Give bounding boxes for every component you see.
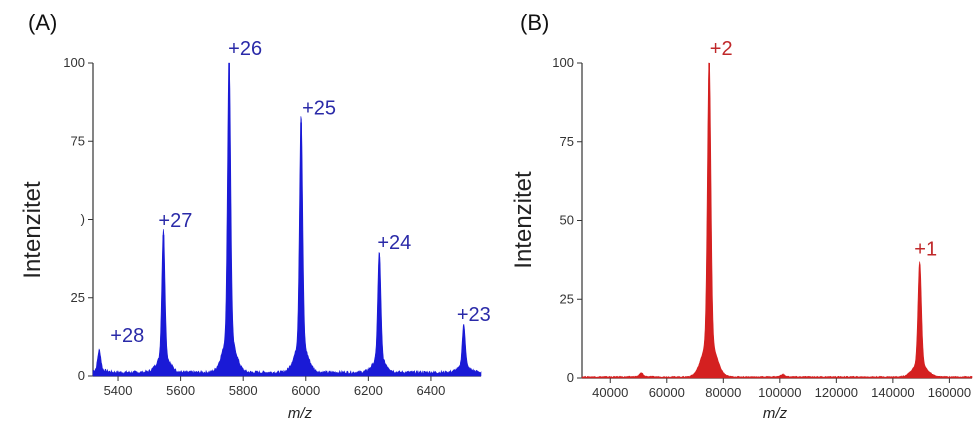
x-tick-label: 100000	[758, 385, 801, 400]
y-tick-label: 75	[560, 134, 574, 149]
peak-label: +24	[377, 232, 411, 254]
x-tick-label: 6000	[291, 383, 320, 398]
x-tick-label: 60000	[649, 385, 685, 400]
y-tick-label: 100	[552, 55, 574, 70]
y-tick-label: 25	[71, 290, 85, 305]
x-tick-label: 5800	[229, 383, 258, 398]
panel-b-plot-area: 0 25 50 75 100 40000 60000 80000 100000 120000 140…	[552, 38, 973, 400]
peak-label: +23	[457, 304, 491, 326]
panel-b-label: (B)	[520, 10, 549, 35]
panel-b: (B) Intenzitet m/z 0 25 50 75 100 40000 60000 8…	[510, 10, 973, 422]
y-tick-label: 100	[63, 55, 85, 70]
spectrum-series	[92, 62, 482, 377]
x-tick-label: 160000	[928, 385, 971, 400]
x-tick-label: 40000	[592, 385, 628, 400]
x-tick-label: 80000	[705, 385, 741, 400]
peak-label: +25	[302, 97, 336, 119]
peak-label: +1	[914, 239, 937, 261]
x-tick-label: 6400	[416, 383, 445, 398]
panel-a-plot-area: 0 25) 75 100 5400 5600 5800 6000 6200 6400 +28 +27 +…	[63, 38, 490, 398]
peak-label: +28	[110, 325, 144, 347]
peak-label: +27	[158, 210, 192, 232]
y-tick-label: )	[81, 212, 85, 227]
panel-a-label: (A)	[28, 10, 57, 35]
x-tick-label: 5600	[166, 383, 195, 398]
x-tick-label: 120000	[815, 385, 858, 400]
peak-label: +26	[228, 38, 262, 60]
panel-b-xlabel: m/z	[763, 405, 788, 422]
panel-a-ylabel: Intenzitet	[19, 181, 46, 279]
panel-b-ylabel: Intenzitet	[510, 171, 537, 269]
panel-a: (A) Intenzitet m/z 0 25) 75 100 5400 5600 5800…	[19, 10, 491, 422]
x-tick-label: 140000	[871, 385, 914, 400]
spectrum-series	[581, 62, 973, 379]
peak-label: +2	[710, 38, 733, 60]
panel-a-xlabel: m/z	[288, 405, 313, 422]
x-tick-label: 6200	[354, 383, 383, 398]
y-tick-label: 50	[560, 213, 574, 228]
x-tick-label: 5400	[104, 383, 133, 398]
y-tick-label: 25	[560, 291, 574, 306]
y-tick-label: 0	[78, 368, 85, 383]
y-tick-label: 75	[71, 133, 85, 148]
y-tick-label: 0	[567, 370, 574, 385]
